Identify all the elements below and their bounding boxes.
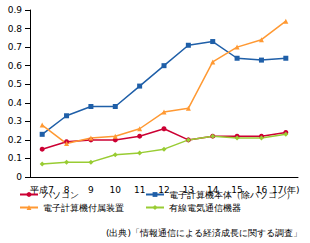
svg-text:有線電気通信機器: 有線電気通信機器 — [169, 203, 241, 213]
svg-text:電子計算機本体（除パソコン）: 電子計算機本体（除パソコン） — [169, 190, 295, 200]
svg-text:9: 9 — [88, 185, 94, 195]
svg-text:(出典)「情報通信による経済成長に関する調査」: (出典)「情報通信による経済成長に関する調査」 — [106, 228, 302, 238]
svg-text:0.6: 0.6 — [8, 61, 23, 71]
svg-text:0.2: 0.2 — [8, 135, 22, 145]
svg-text:パソコン: パソコン — [42, 190, 79, 200]
svg-text:0: 0 — [16, 172, 22, 182]
svg-text:電子計算機付属装置: 電子計算機付属装置 — [43, 203, 124, 213]
svg-text:0.3: 0.3 — [8, 116, 22, 126]
svg-text:0.4: 0.4 — [8, 98, 23, 108]
svg-text:0.7: 0.7 — [8, 42, 22, 52]
svg-text:0.1: 0.1 — [8, 153, 22, 163]
svg-text:11: 11 — [134, 185, 145, 195]
svg-text:0.9: 0.9 — [8, 5, 23, 15]
svg-text:0.5: 0.5 — [8, 79, 22, 89]
svg-text:12: 12 — [158, 185, 169, 195]
svg-text:10: 10 — [110, 185, 122, 195]
svg-text:0.8: 0.8 — [8, 24, 23, 34]
